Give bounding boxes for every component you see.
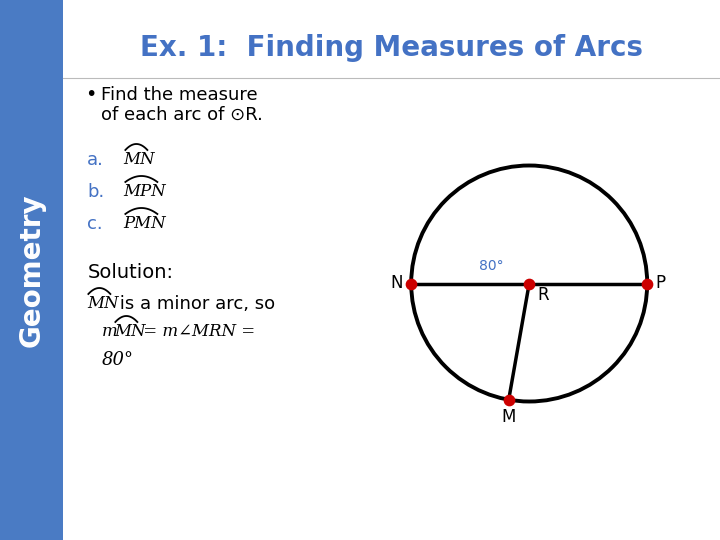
Text: Geometry: Geometry bbox=[18, 193, 45, 347]
Point bbox=[405, 279, 417, 288]
Text: Find the measure: Find the measure bbox=[102, 86, 258, 104]
Text: of each arc of ⊙R.: of each arc of ⊙R. bbox=[102, 106, 264, 124]
Point bbox=[523, 279, 535, 288]
Text: Solution:: Solution: bbox=[87, 262, 174, 281]
Bar bbox=[0, 0, 63, 540]
Text: a.: a. bbox=[87, 151, 104, 169]
Point bbox=[503, 395, 515, 404]
Text: PMN: PMN bbox=[123, 215, 166, 233]
Text: 80°: 80° bbox=[479, 260, 503, 273]
Text: b.: b. bbox=[87, 183, 104, 201]
Text: MPN: MPN bbox=[123, 184, 166, 200]
Text: P: P bbox=[655, 274, 665, 293]
Point bbox=[642, 279, 653, 288]
Text: c.: c. bbox=[87, 215, 103, 233]
Text: M: M bbox=[502, 408, 516, 426]
Text: = m∠MRN =: = m∠MRN = bbox=[138, 323, 256, 341]
Text: 80°: 80° bbox=[102, 351, 133, 369]
Text: •: • bbox=[86, 85, 96, 105]
Text: is a minor arc, so: is a minor arc, so bbox=[114, 295, 276, 313]
Text: MN: MN bbox=[87, 295, 119, 313]
Text: Ex. 1:  Finding Measures of Arcs: Ex. 1: Finding Measures of Arcs bbox=[140, 34, 643, 62]
Text: N: N bbox=[391, 274, 403, 293]
Text: m: m bbox=[102, 323, 117, 341]
Text: R: R bbox=[537, 286, 549, 303]
Text: MN: MN bbox=[123, 152, 155, 168]
Text: MN: MN bbox=[114, 323, 146, 341]
